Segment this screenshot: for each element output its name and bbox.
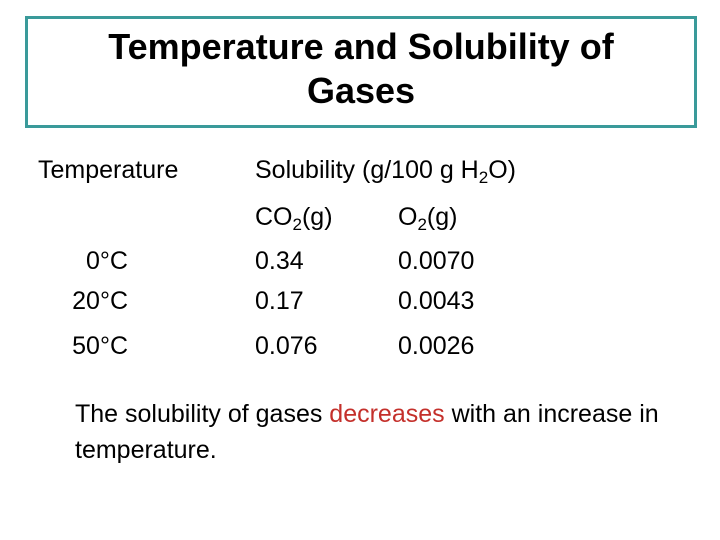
subscript: 2 [417, 215, 427, 234]
text: CO [255, 203, 293, 231]
o2-cell: 0.0026 [398, 332, 475, 360]
co2-cell: 0.076 [255, 332, 318, 360]
co2-cell: 0.34 [255, 247, 304, 275]
o2-cell: 0.0070 [398, 247, 475, 275]
subscript: 2 [292, 215, 302, 234]
slide-title: Temperature and Solubility of Gases [108, 26, 614, 111]
gas-header: CO2(g) [255, 202, 333, 234]
text: Solubility (g/100 g H [255, 156, 479, 184]
o2-cell: 0.0043 [398, 287, 475, 315]
text: (g) [301, 203, 333, 231]
text: O [398, 203, 418, 231]
temperature-cell: 20°C [72, 287, 128, 315]
gas-header: O2(g) [398, 202, 458, 234]
text: The solubility of gases [75, 400, 330, 428]
note: The solubility of gases decreases with a… [75, 396, 685, 468]
text: with an increase in temperature. [75, 400, 659, 464]
temperature-header: Temperature [38, 156, 179, 184]
temperature-cell: 0°C [86, 247, 128, 275]
temperature-cell: 50°C [72, 332, 128, 360]
co2-cell: 0.17 [255, 287, 304, 315]
subscript: 2 [478, 168, 489, 187]
title-box: Temperature and Solubility of Gases [25, 16, 697, 128]
text: O) [488, 156, 516, 184]
solubility-header: Solubility (g/100 g H2O) [255, 155, 516, 187]
emphasis: decreases [329, 400, 445, 428]
text: (g) [426, 203, 458, 231]
